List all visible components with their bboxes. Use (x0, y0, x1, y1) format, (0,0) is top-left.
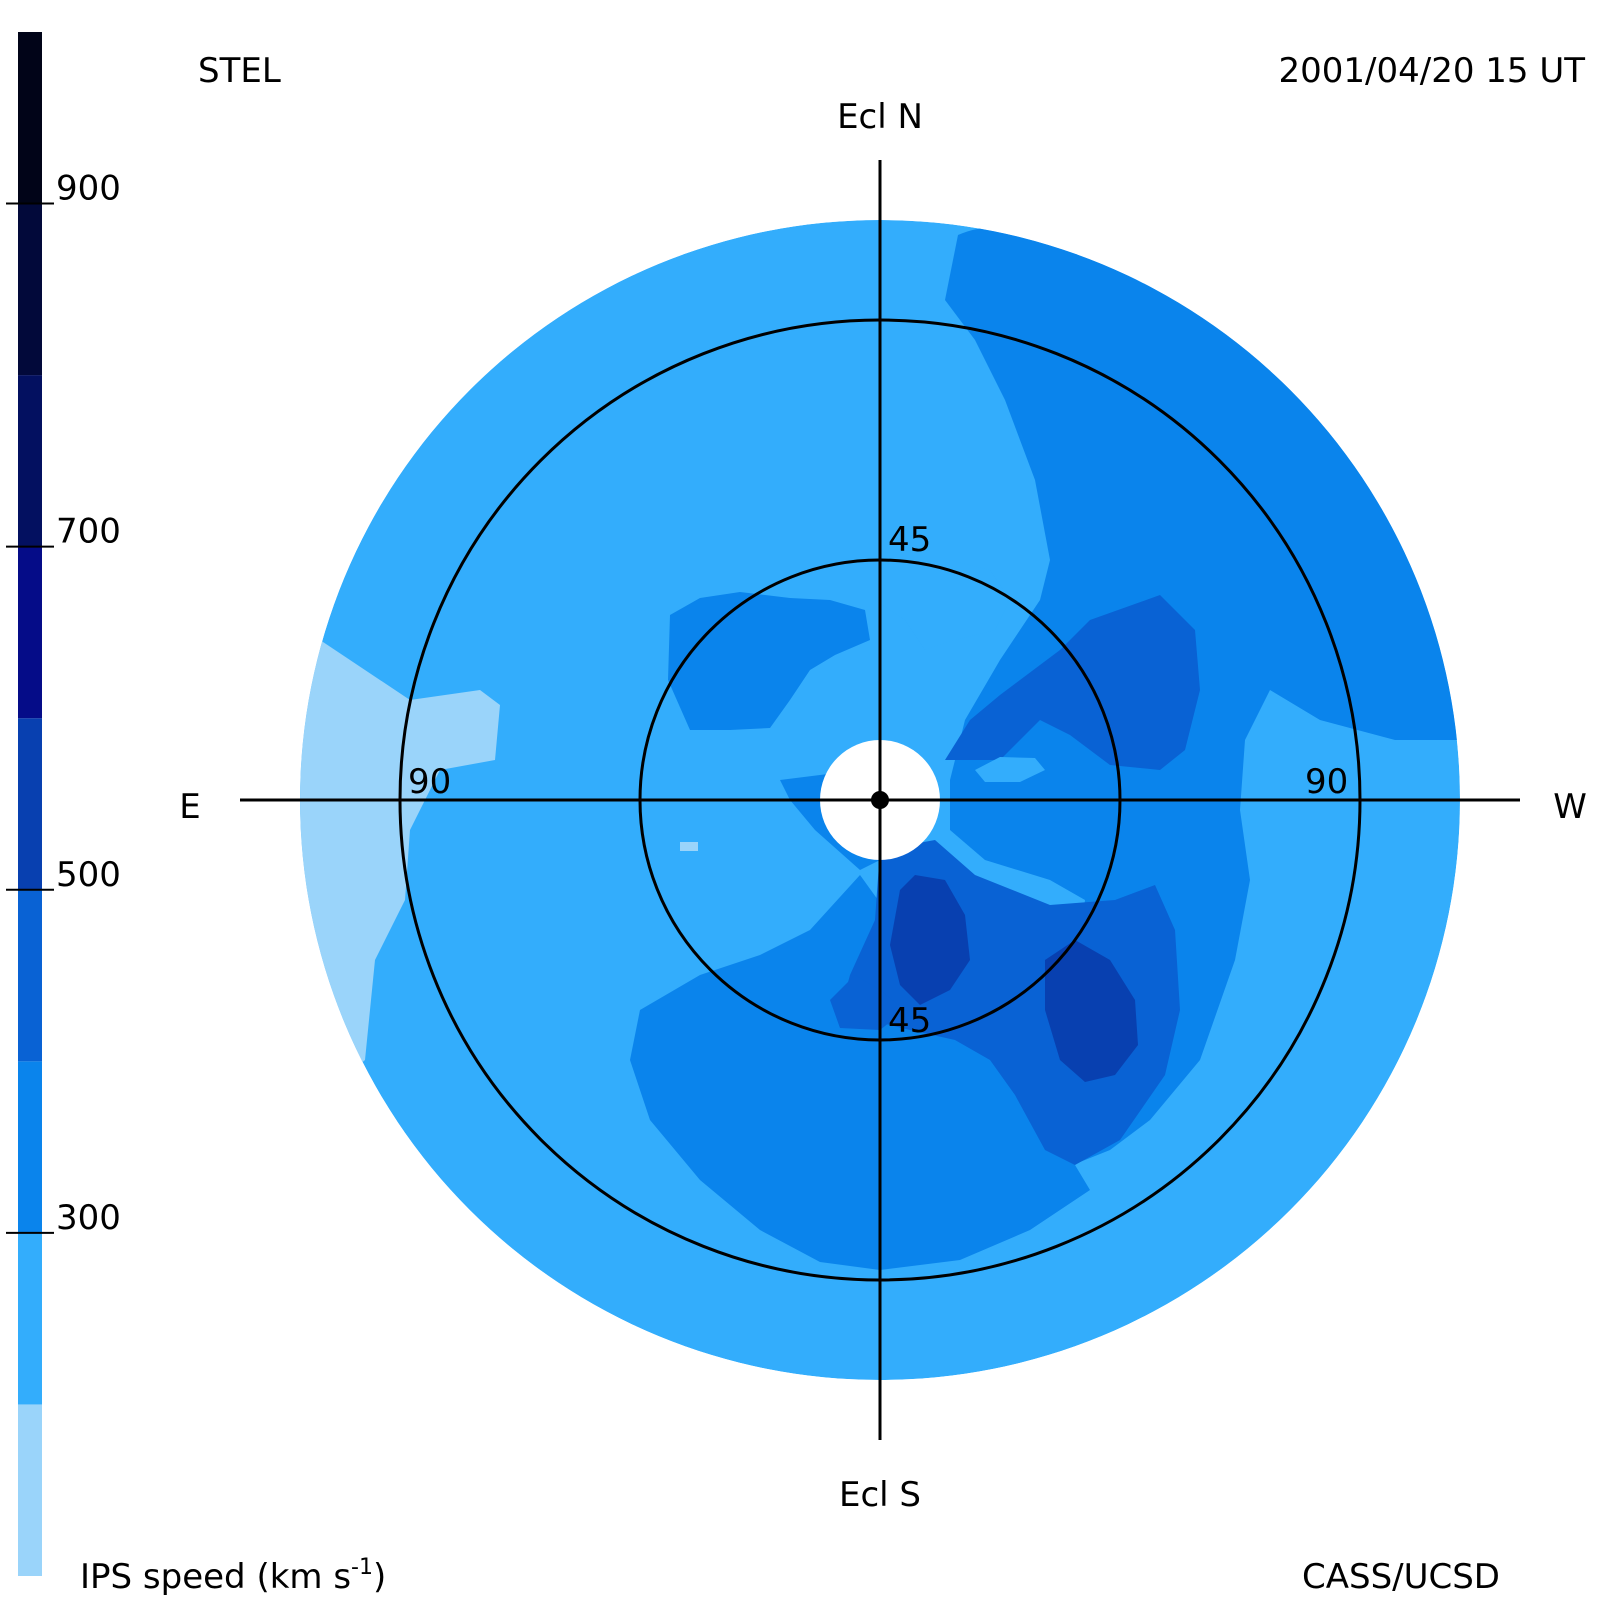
colorbar-tick-label-900: 900 (56, 169, 121, 209)
region-low-speed-spot (680, 842, 698, 851)
quantity-label-text: IPS speed (km s (80, 1557, 351, 1597)
colorbar: 300 500 700 900 (6, 32, 121, 1576)
colorbar-blocks (18, 32, 42, 1576)
colorbar-level-600-700 (18, 546, 42, 719)
colorbar-level-800-900 (18, 203, 42, 376)
region-faster-northeast (945, 595, 1200, 770)
region-slow-center-spot (975, 757, 1045, 782)
colorbar-level-100-200 (18, 1404, 42, 1576)
colorbar-tick-label-500: 500 (56, 855, 121, 895)
region-fast-outer-northwest (945, 226, 1460, 1170)
colorbar-level-700-800 (18, 375, 42, 547)
quantity-label-close: ) (373, 1557, 386, 1597)
colorbar-level-500-600 (18, 718, 42, 890)
region-fastest-south-core (890, 875, 970, 1005)
direction-west-label: W (1553, 787, 1587, 827)
region-fast-north-lobe (668, 592, 870, 730)
colorbar-tick-label-300: 300 (56, 1198, 121, 1238)
timestamp-label: 2001/04/20 15 UT (1279, 51, 1586, 91)
colorbar-level-200-300 (18, 1232, 42, 1405)
ring-label-45-south: 45 (888, 1001, 931, 1041)
source-label: STEL (198, 51, 281, 91)
colorbar-level-300-400 (18, 1061, 42, 1233)
colorbar-level-900-1000 (18, 32, 42, 204)
region-faster-ring-bottom (830, 975, 905, 1030)
ring-label-90-east: 90 (408, 762, 451, 802)
ring-label-90-west: 90 (1305, 762, 1348, 802)
quantity-label-exponent: -1 (351, 1555, 373, 1580)
region-fastest-southeast-core (1045, 940, 1138, 1082)
ring-label-45-north: 45 (888, 520, 931, 560)
direction-north-label: Ecl N (837, 97, 923, 137)
direction-south-label: Ecl S (839, 1475, 921, 1515)
quantity-label: IPS speed (km s-1) (80, 1555, 386, 1597)
colorbar-tick-label-700: 700 (56, 512, 121, 552)
colorbar-level-400-500 (18, 889, 42, 1062)
region-slow-northeast-notch (875, 560, 1010, 650)
credit-label: CASS/UCSD (1302, 1557, 1500, 1597)
region-fast-south (630, 875, 1090, 1270)
colorbar-ticks: 300 500 700 900 (6, 169, 121, 1238)
direction-east-label: E (179, 787, 200, 827)
